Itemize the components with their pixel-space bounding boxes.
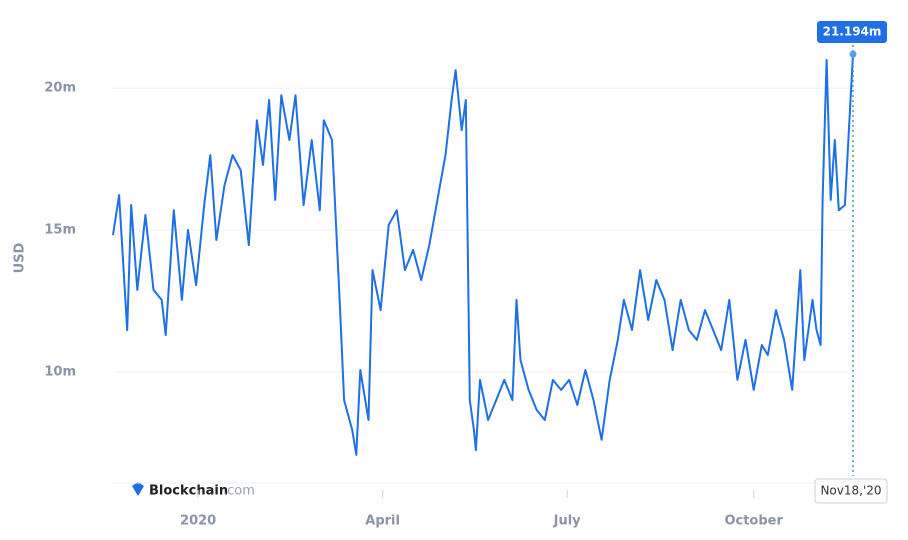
hover-value-label: 21.194m [823,25,882,39]
brand: Blockchain [149,484,228,499]
line-series [112,54,854,456]
logo [132,482,144,496]
y-tick-label: 15m [44,223,76,238]
hover-date-box [814,478,888,504]
y-tick-label: 20m [44,81,76,96]
x-tick-label: October [724,514,783,529]
x-tick-label: July [553,514,582,529]
y-tick-label: 10m [44,364,76,379]
hover-tooltip [817,21,887,43]
x-tick-label: April [365,514,400,529]
watermark: Blockchain .com [132,482,255,499]
x-tick-label: 2020 [180,514,216,529]
y-axis-label: USD [13,242,28,273]
brand-suffix: .com [223,484,255,499]
hover-point [849,50,857,58]
hover-date-label: Nov18,'20 [820,484,881,498]
